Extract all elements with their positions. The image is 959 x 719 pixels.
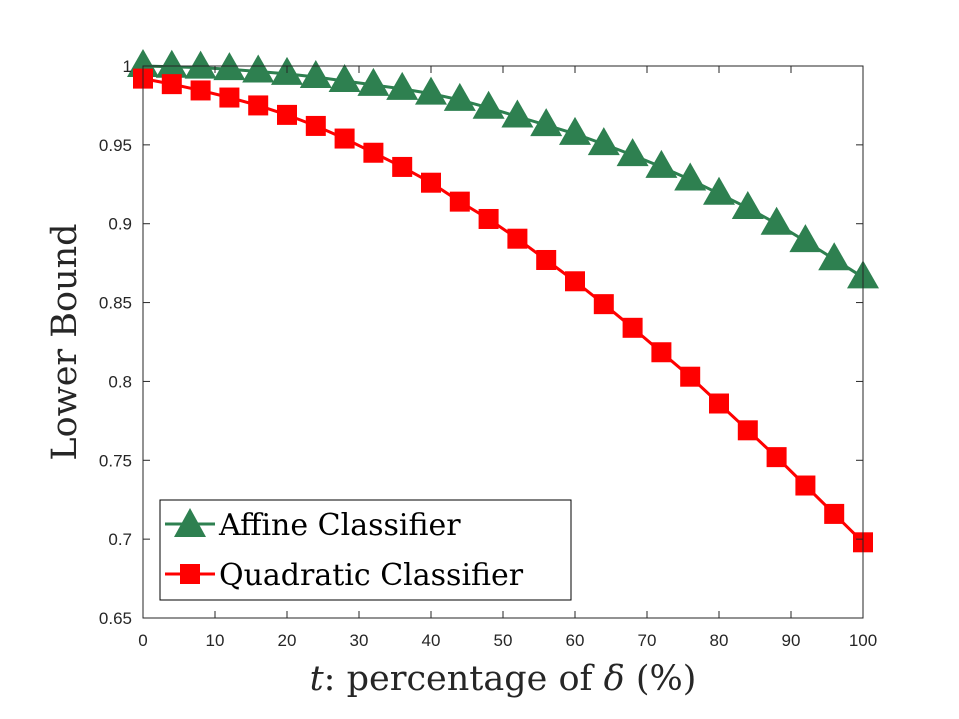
affine-point	[415, 76, 447, 105]
quadratic-point	[795, 475, 816, 496]
legend-box	[159, 499, 572, 601]
affine-point	[501, 99, 534, 128]
affine-point	[645, 149, 678, 178]
quadratic-point	[421, 172, 441, 193]
affine-point	[357, 67, 390, 96]
x-axis-title: t: percentage of δ (%)	[310, 659, 697, 699]
affine-point	[760, 206, 793, 235]
y-tick-label: 0.95	[99, 136, 132, 155]
x-tick-label: 20	[278, 631, 297, 650]
affine-point	[703, 176, 735, 205]
y-axis-title: Lower Bound	[45, 223, 85, 460]
quadratic-point	[392, 156, 413, 177]
affine-point	[559, 116, 591, 145]
affine-point	[674, 162, 707, 191]
quadratic-point	[680, 366, 701, 387]
affine-point	[155, 49, 188, 78]
legend-label-affine: Affine Classifier	[218, 508, 461, 543]
x-tick-label: 50	[494, 631, 513, 650]
quadratic-point	[737, 420, 758, 441]
affine-point	[789, 224, 822, 253]
quadratic-point	[651, 342, 672, 363]
affine-point	[731, 190, 764, 219]
quadratic-point	[565, 271, 585, 292]
quadratic-point	[248, 95, 269, 116]
legend-entry-quadratic: Quadratic Classifier	[165, 558, 524, 593]
quadratic-point	[277, 104, 297, 125]
x-tick-label: 100	[849, 631, 877, 650]
legend: Affine Classifier Quadratic Classifier	[159, 499, 572, 601]
legend-label-quadratic: Quadratic Classifier	[219, 558, 524, 593]
quadratic-point	[161, 74, 182, 95]
y-tick-label: 0.7	[108, 530, 132, 549]
quadratic-point	[593, 294, 614, 315]
quadratic-point	[449, 191, 470, 212]
affine-point	[818, 242, 851, 271]
x-tick-label: 60	[566, 631, 585, 650]
series-layer	[127, 49, 879, 553]
x-axis-title-unit: (%)	[625, 659, 697, 699]
quadratic-point	[334, 128, 355, 149]
affine-point	[184, 50, 217, 79]
quadratic-point	[622, 317, 643, 338]
x-tick-label: 0	[138, 631, 147, 650]
x-tick-label: 90	[782, 631, 801, 650]
x-axis-title-variable: t	[310, 659, 325, 699]
axes-layer: 0 10 20 30 40 50 60 70 80 90 100 0.65 0.7 0.75 0.8 0.85…	[99, 57, 877, 650]
x-axis-title-text: : percentage of	[324, 659, 604, 699]
y-tick-label: 0.65	[99, 609, 132, 628]
quadratic-point	[219, 87, 240, 108]
affine-point	[616, 138, 649, 167]
legend-marker-quadratic	[180, 564, 200, 584]
affine-point	[386, 71, 419, 100]
y-tick-label: 0.85	[99, 294, 132, 313]
legend-entry-affine: Affine Classifier	[165, 508, 461, 543]
affine-point	[299, 60, 332, 89]
affine-point	[242, 54, 275, 83]
quadratic-point	[766, 447, 787, 468]
x-tick-label: 70	[638, 631, 657, 650]
affine-point	[328, 63, 361, 92]
legend-marker-affine	[174, 508, 206, 537]
x-tick-label: 80	[710, 631, 729, 650]
y-tick-label: 0.75	[99, 451, 132, 470]
x-tick-label: 30	[350, 631, 369, 650]
quadratic-point	[363, 142, 384, 163]
quadratic-point	[190, 80, 211, 101]
affine-point	[587, 127, 620, 156]
quadratic-point	[478, 208, 499, 229]
y-tick-label: 1	[123, 57, 132, 76]
x-tick-label: 40	[422, 631, 441, 650]
x-tick-label: 10	[206, 631, 225, 650]
affine-point	[530, 108, 563, 137]
y-tick-label: 0.8	[108, 372, 132, 391]
quadratic-point	[709, 393, 729, 414]
quadratic-point	[824, 503, 845, 524]
quadratic-point	[536, 249, 557, 270]
quadratic-point	[305, 115, 326, 136]
affine-point	[472, 90, 505, 119]
y-tick-label: 0.9	[108, 215, 132, 234]
x-axis-title-symbol: δ	[604, 659, 625, 699]
quadratic-point	[507, 228, 528, 249]
affine-point	[443, 82, 476, 111]
